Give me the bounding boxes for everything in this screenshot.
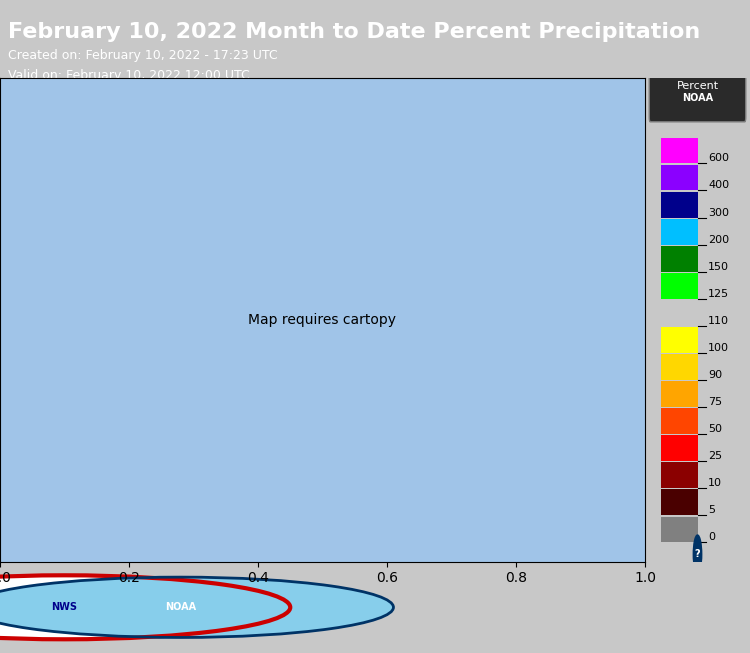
Bar	[661, 354, 698, 380]
Text: ?: ?	[694, 549, 700, 560]
Text: 150: 150	[708, 262, 729, 272]
FancyBboxPatch shape	[650, 74, 746, 122]
Text: NOAA: NOAA	[165, 602, 196, 613]
Bar	[661, 273, 698, 298]
Bar	[661, 436, 698, 461]
Text: Valid on: February 10, 2022 12:00 UTC: Valid on: February 10, 2022 12:00 UTC	[8, 69, 249, 82]
Text: 400: 400	[708, 180, 729, 191]
Text: Created on: February 10, 2022 - 17:23 UTC: Created on: February 10, 2022 - 17:23 UT…	[8, 48, 278, 61]
Text: 125: 125	[708, 289, 729, 298]
Circle shape	[693, 535, 702, 573]
Circle shape	[0, 575, 290, 639]
Text: 90: 90	[708, 370, 722, 380]
Text: 0: 0	[708, 532, 715, 542]
Text: 50: 50	[708, 424, 722, 434]
Bar	[661, 381, 698, 407]
Text: Map requires cartopy: Map requires cartopy	[248, 313, 397, 327]
Bar	[661, 327, 698, 353]
Bar	[661, 246, 698, 272]
Bar	[661, 165, 698, 191]
Text: 25: 25	[708, 451, 722, 461]
Bar	[661, 408, 698, 434]
Text: Percent: Percent	[676, 80, 718, 91]
Text: 75: 75	[708, 397, 722, 407]
Text: 110: 110	[708, 316, 729, 326]
Bar	[661, 490, 698, 515]
Text: 10: 10	[708, 478, 722, 488]
Text: NWS: NWS	[52, 602, 77, 613]
Text: NOAA: NOAA	[682, 93, 713, 103]
Text: 200: 200	[708, 234, 729, 245]
Bar	[661, 192, 698, 217]
Text: February 10, 2022 Month to Date Percent Precipitation: February 10, 2022 Month to Date Percent …	[8, 22, 700, 42]
Bar	[661, 219, 698, 245]
Text: 600: 600	[708, 153, 729, 163]
Bar	[661, 462, 698, 488]
Bar	[661, 517, 698, 542]
Text: 300: 300	[708, 208, 729, 217]
Bar	[661, 138, 698, 163]
Bar	[661, 300, 698, 326]
Text: 5: 5	[708, 505, 715, 515]
Circle shape	[0, 577, 394, 637]
Text: 100: 100	[708, 343, 729, 353]
